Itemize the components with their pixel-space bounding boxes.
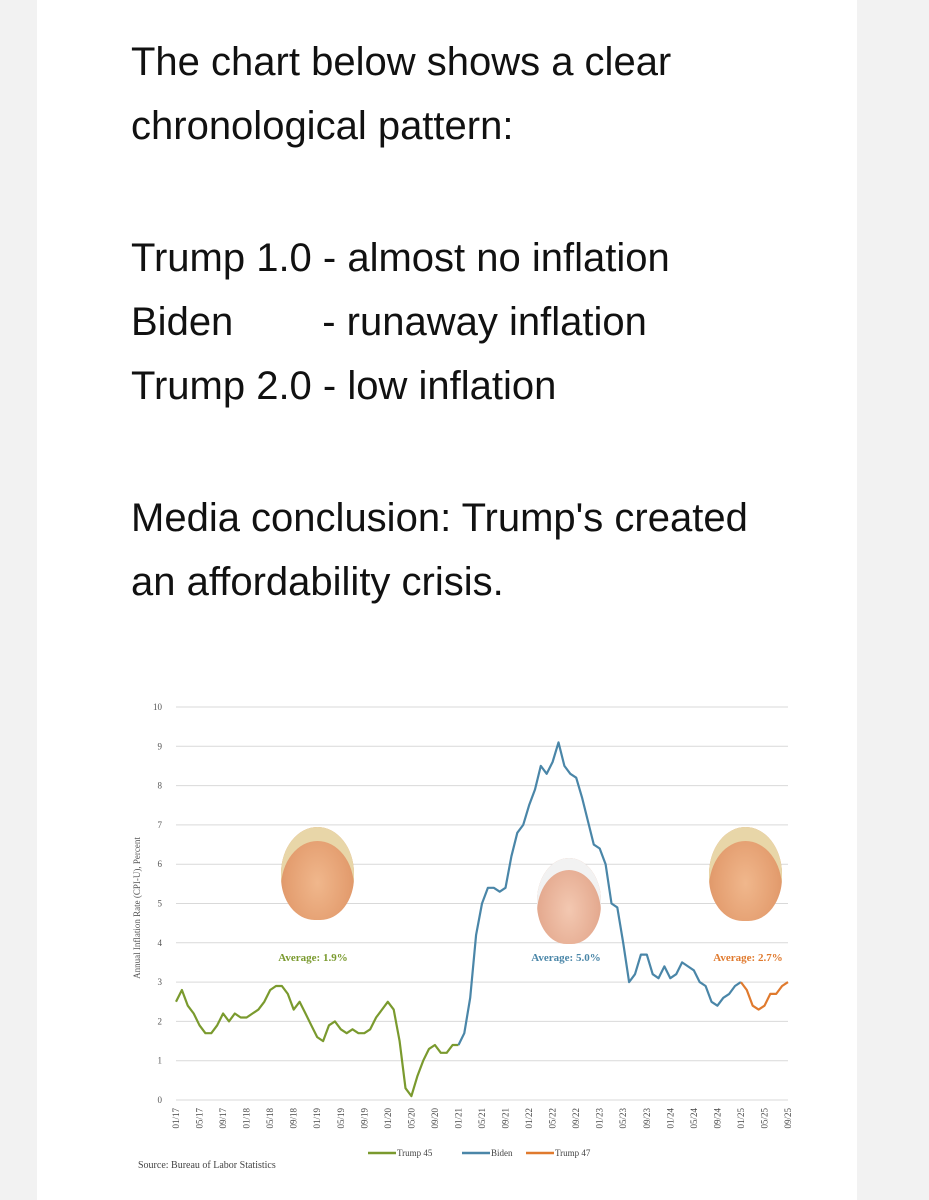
x-tick-label: 01/21 — [453, 1108, 463, 1129]
inflation-chart: 0 1 2 3 4 5 6 7 8 9 10 01/17 05/17 09/17 01/18 05/18 09… — [120, 690, 810, 1180]
chart-svg: 0 1 2 3 4 5 6 7 8 9 10 01/17 05/17 09/17 01/18 05/18 09… — [132, 702, 793, 1171]
x-tick-label: 09/21 — [501, 1108, 511, 1129]
trump2-line: Trump 2.0 - low inflation — [131, 364, 557, 408]
x-tick-label: 01/24 — [665, 1108, 675, 1129]
x-tick-label: 09/19 — [359, 1108, 369, 1129]
x-tick-label: 01/20 — [383, 1108, 393, 1129]
y-tick-label: 7 — [158, 820, 163, 830]
y-axis-label: Annual Inflation Rate (CPI-U), Percent — [132, 837, 142, 979]
series-line-biden — [457, 741, 742, 1046]
x-tick-label: 09/20 — [430, 1108, 440, 1129]
x-tick-label: 01/17 — [171, 1108, 181, 1129]
x-tick-label: 01/22 — [524, 1108, 534, 1129]
x-tick-label: 05/24 — [689, 1108, 699, 1129]
x-tick-label: 05/20 — [406, 1108, 416, 1129]
x-tick-label: 05/18 — [265, 1108, 275, 1129]
x-tick-label: 05/23 — [618, 1108, 628, 1129]
average-annotation: Average: 1.9% — [278, 952, 347, 964]
y-tick-label: 5 — [158, 899, 163, 909]
y-tick-label: 4 — [158, 938, 163, 948]
trump1-line: Trump 1.0 - almost no inflation — [131, 236, 670, 280]
y-tick-label: 1 — [158, 1056, 163, 1066]
x-tick-label: 09/18 — [289, 1108, 299, 1129]
y-tick-label: 8 — [158, 781, 163, 791]
x-tick-label: 01/25 — [736, 1108, 746, 1129]
post-text-line: The chart below shows a clear — [131, 40, 672, 84]
x-tick-label: 05/22 — [548, 1108, 558, 1129]
y-tick-label: 2 — [158, 1016, 163, 1026]
x-tick-label: 09/25 — [783, 1108, 793, 1129]
media-conclusion-line: an affordability crisis. — [131, 560, 504, 604]
x-tick-label: 09/23 — [642, 1108, 652, 1129]
biden-face-icon — [537, 858, 601, 944]
biden-line: Biden - runaway inflation — [131, 300, 647, 344]
y-tick-label: 0 — [158, 1095, 163, 1105]
x-tick-label: 05/21 — [477, 1108, 487, 1129]
y-tick-label: 10 — [153, 702, 163, 712]
legend-label: Biden — [491, 1148, 513, 1158]
legend-label: Trump 45 — [397, 1148, 433, 1158]
legend-label: Trump 47 — [555, 1148, 591, 1158]
y-tick-label: 3 — [158, 977, 163, 987]
average-annotation: Average: 5.0% — [531, 952, 600, 964]
x-tick-label: 01/19 — [312, 1108, 322, 1129]
x-tick-label: 09/17 — [218, 1108, 228, 1129]
series-line-trump-47 — [740, 981, 789, 1011]
y-tick-label: 9 — [158, 741, 163, 751]
trump-face-icon — [709, 827, 782, 921]
y-tick-label: 6 — [158, 859, 163, 869]
x-tick-label: 09/24 — [712, 1108, 722, 1129]
x-tick-label: 01/18 — [242, 1108, 252, 1129]
trump-face-icon — [281, 827, 354, 920]
x-tick-label: 09/22 — [571, 1108, 581, 1129]
x-tick-label: 01/23 — [595, 1108, 605, 1129]
media-conclusion-line: Media conclusion: Trump's created — [131, 496, 748, 540]
source-note: Source: Bureau of Labor Statistics — [138, 1160, 276, 1171]
series-line-trump-45 — [175, 984, 459, 1098]
x-tick-label: 05/25 — [759, 1108, 769, 1129]
x-tick-label: 05/17 — [195, 1108, 205, 1129]
x-tick-label: 05/19 — [336, 1108, 346, 1129]
post-text-line: chronological pattern: — [131, 104, 514, 148]
average-annotation: Average: 2.7% — [713, 952, 782, 964]
